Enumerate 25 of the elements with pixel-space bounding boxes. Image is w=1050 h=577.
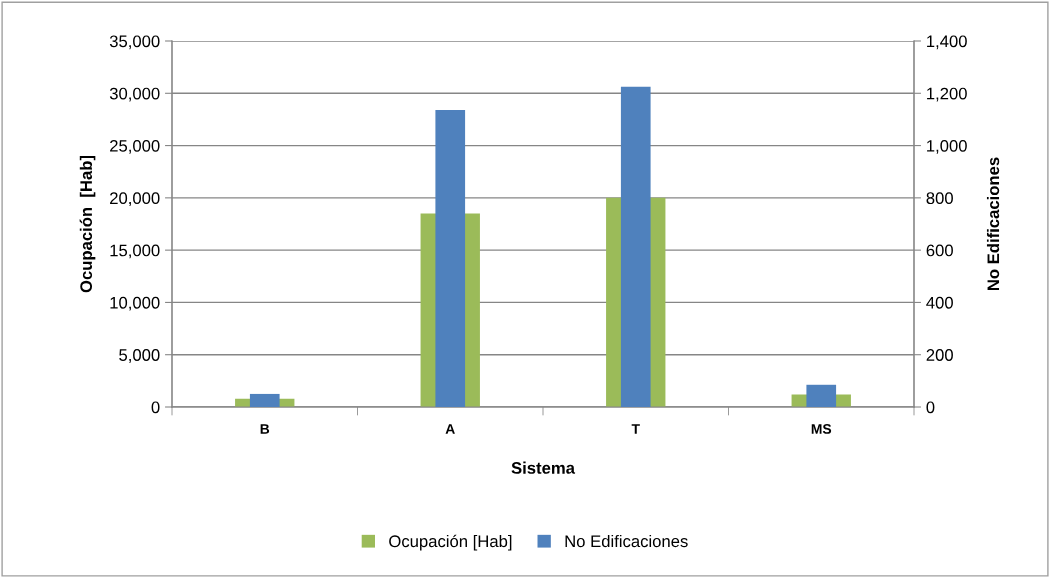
y-tick-label: 20,000 (110, 192, 160, 207)
legend-label: No Edificaciones (565, 534, 688, 548)
y-tick-label: 5,000 (119, 349, 160, 363)
x-axis-title: Sistema (511, 461, 576, 474)
y-tick-label: 15,000 (110, 244, 160, 259)
y2-tick-label: 600 (926, 244, 953, 257)
y2-tick-label: 200 (926, 349, 953, 361)
y-tick-label: 35,000 (109, 35, 160, 50)
y2-tick-label: 1,400 (927, 35, 967, 50)
y-tick-label: 25,000 (110, 139, 160, 154)
y-tick-label: 0 (151, 401, 160, 414)
y2-tick-label: 400 (926, 296, 953, 309)
y-axis-title: Ocupación [Hab] (79, 155, 96, 293)
y2-tick-label: 1,000 (927, 139, 967, 154)
x-tick-label: A (445, 424, 455, 434)
x-tick-label: MS (811, 424, 832, 434)
y2-tick-label: 800 (926, 192, 953, 205)
x-tick-label: B (260, 424, 270, 434)
y2-axis-title: No Edificaciones (986, 157, 1000, 291)
legend-label: Ocupación [Hab] (389, 534, 512, 551)
y2-tick-label: 0 (926, 401, 935, 414)
x-tick-label: T (631, 424, 640, 434)
y-tick-label: 30,000 (109, 87, 160, 102)
y-tick-label: 10,000 (110, 296, 160, 311)
y2-tick-label: 1,200 (927, 87, 967, 102)
